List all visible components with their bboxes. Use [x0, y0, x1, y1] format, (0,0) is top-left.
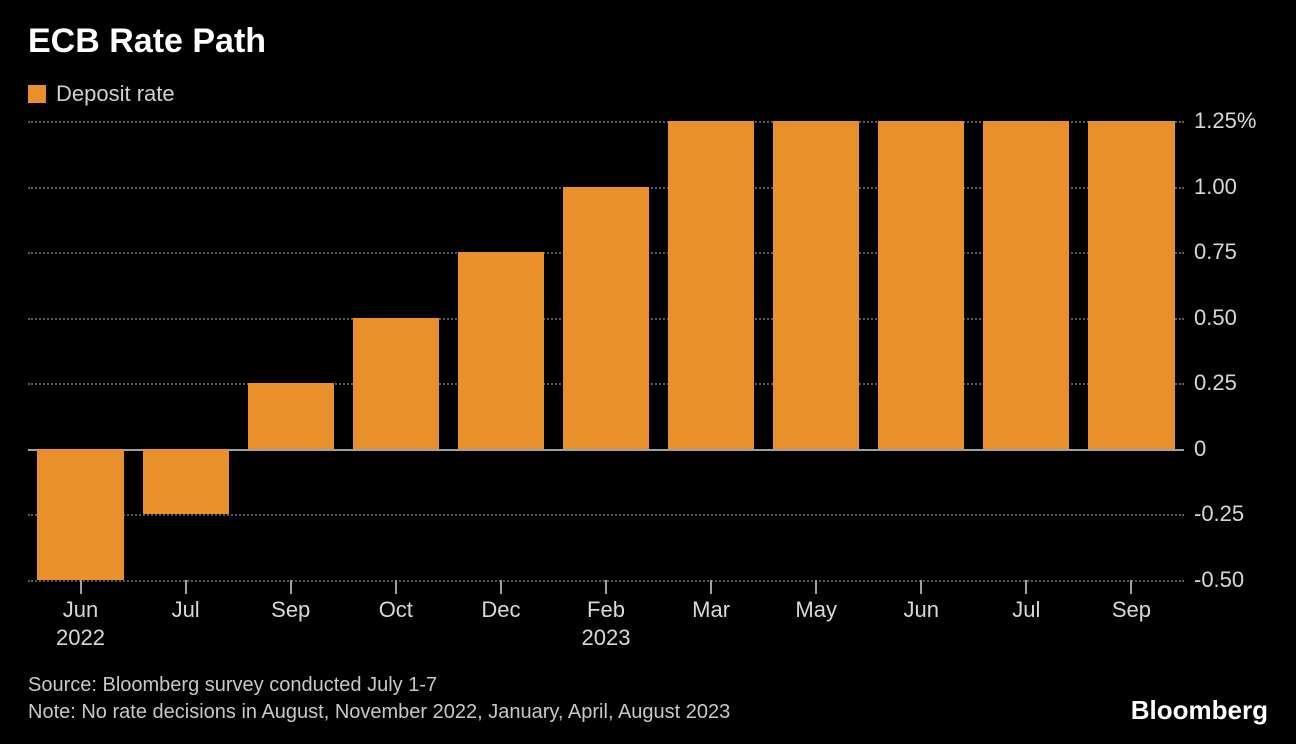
x-tick: [290, 580, 292, 594]
note-line: Note: No rate decisions in August, Novem…: [28, 699, 730, 726]
legend-label: Deposit rate: [56, 81, 175, 107]
x-tick: [185, 580, 187, 594]
x-tick: [920, 580, 922, 594]
bar: [773, 121, 859, 449]
x-axis-label: Jul: [1012, 596, 1040, 624]
x-tick: [1130, 580, 1132, 594]
x-tick: [1025, 580, 1027, 594]
y-axis-label: 0: [1188, 436, 1268, 462]
legend-swatch: [28, 85, 46, 103]
y-axis-label: -0.50: [1188, 567, 1268, 593]
grid-line: [28, 514, 1184, 516]
y-axis-label: 1.25%: [1188, 108, 1268, 134]
chart-title: ECB Rate Path: [28, 22, 1268, 61]
footer-text: Source: Bloomberg survey conducted July …: [28, 672, 730, 726]
plot-area: -0.50-0.2500.250.500.751.001.25%: [28, 121, 1268, 580]
x-tick-row: [28, 580, 1184, 596]
x-axis-label: Jun: [904, 596, 939, 624]
y-axis-label: 0.75: [1188, 239, 1268, 265]
x-axis-label: Sep: [1112, 596, 1151, 624]
legend: Deposit rate: [28, 81, 1268, 107]
x-tick: [395, 580, 397, 594]
footer: Source: Bloomberg survey conducted July …: [28, 672, 1268, 726]
x-tick: [605, 580, 607, 594]
bar: [458, 252, 544, 449]
bar: [143, 449, 229, 515]
x-axis-label: Sep: [271, 596, 310, 624]
bar: [878, 121, 964, 449]
x-axis-labels: Jun 2022 Jul Sep Oct Dec Feb 2023 Mar May Jun Jul…: [28, 596, 1184, 658]
y-axis-label: -0.25: [1188, 501, 1268, 527]
bar: [983, 121, 1069, 449]
x-axis-label: Feb 2023: [582, 596, 631, 651]
x-axis-label: Jul: [172, 596, 200, 624]
brand-label: Bloomberg: [1131, 695, 1268, 726]
bar: [1088, 121, 1174, 449]
source-line: Source: Bloomberg survey conducted July …: [28, 672, 730, 699]
bar: [668, 121, 754, 449]
y-axis-label: 0.50: [1188, 305, 1268, 331]
y-axis-label: 0.25: [1188, 370, 1268, 396]
x-axis-label: Oct: [379, 596, 413, 624]
bar: [248, 383, 334, 449]
x-axis-label: Mar: [692, 596, 730, 624]
chart-container: ECB Rate Path Deposit rate -0.50 -0.25 0 0.…: [0, 0, 1296, 744]
x-axis-label: Dec: [481, 596, 520, 624]
x-tick: [815, 580, 817, 594]
x-tick: [500, 580, 502, 594]
y-axis-label: 1.00: [1188, 174, 1268, 200]
bar: [563, 187, 649, 449]
x-axis-label: May: [795, 596, 837, 624]
x-axis-label: Jun 2022: [56, 596, 105, 651]
x-tick: [80, 580, 82, 594]
x-tick: [710, 580, 712, 594]
bar: [353, 318, 439, 449]
bar: [37, 449, 123, 580]
